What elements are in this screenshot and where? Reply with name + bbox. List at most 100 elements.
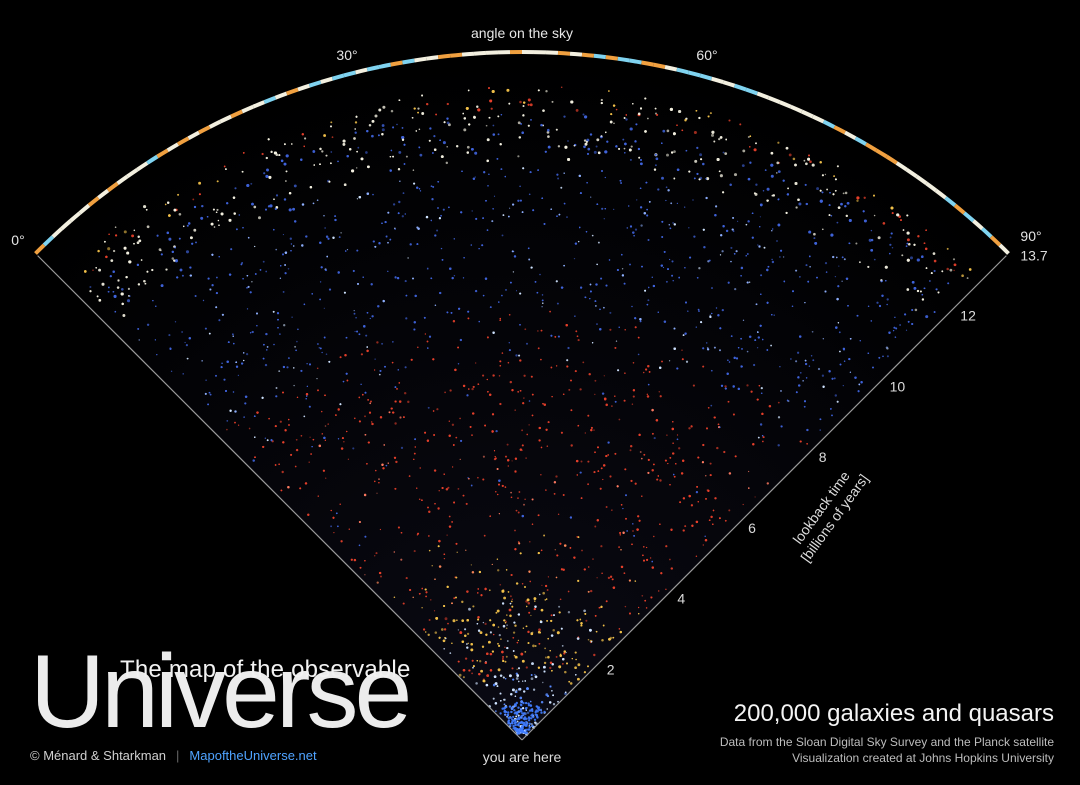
galaxy-point (602, 478, 604, 481)
galaxy-point (477, 615, 480, 619)
galaxy-point (676, 168, 680, 171)
galaxy-point (181, 274, 184, 277)
galaxy-point (112, 290, 115, 293)
galaxy-point (860, 381, 863, 384)
galaxy-point (605, 403, 608, 407)
galaxy-point (334, 215, 337, 218)
galaxy-point (711, 130, 715, 134)
galaxy-point (615, 340, 618, 342)
galaxy-point (952, 258, 956, 261)
galaxy-point (425, 215, 429, 219)
galaxy-point (587, 665, 589, 668)
galaxy-point (284, 272, 287, 275)
galaxy-point (204, 327, 207, 330)
galaxy-point (925, 229, 927, 231)
galaxy-point (542, 681, 544, 684)
galaxy-point (726, 372, 729, 375)
galaxy-point (472, 665, 475, 668)
galaxy-point (146, 323, 150, 326)
galaxy-point (847, 304, 849, 307)
galaxy-point (567, 158, 571, 161)
galaxy-point (541, 306, 543, 308)
galaxy-point (796, 351, 800, 354)
galaxy-point (610, 113, 613, 116)
galaxy-point (524, 498, 526, 500)
galaxy-points (83, 86, 972, 736)
galaxy-point (644, 368, 648, 371)
galaxy-point (563, 202, 566, 205)
galaxy-point (599, 328, 602, 331)
galaxy-point (321, 351, 323, 354)
galaxy-point (460, 439, 463, 442)
galaxy-point (89, 290, 92, 293)
galaxy-point (704, 535, 706, 538)
galaxy-point (484, 587, 487, 591)
galaxy-point (554, 549, 556, 551)
galaxy-point (596, 263, 598, 266)
galaxy-point (896, 213, 900, 217)
galaxy-point (611, 578, 614, 581)
galaxy-point (577, 536, 580, 539)
galaxy-point (259, 269, 262, 271)
galaxy-point (719, 174, 723, 178)
galaxy-point (517, 613, 521, 616)
galaxy-point (393, 596, 396, 598)
galaxy-point (288, 418, 290, 421)
galaxy-point (514, 695, 517, 697)
galaxy-point (340, 540, 343, 543)
galaxy-point (547, 655, 550, 659)
galaxy-point (684, 206, 686, 208)
galaxy-point (529, 540, 531, 543)
galaxy-point (432, 358, 435, 361)
galaxy-point (719, 136, 723, 139)
galaxy-point (519, 323, 521, 326)
galaxy-point (499, 584, 502, 586)
galaxy-point (740, 275, 742, 277)
galaxy-point (619, 534, 621, 536)
galaxy-point (832, 255, 835, 259)
galaxy-point (358, 333, 361, 336)
galaxy-point (450, 312, 453, 314)
galaxy-point (584, 115, 588, 119)
galaxy-point (621, 274, 625, 277)
galaxy-point (261, 396, 264, 399)
galaxy-point (693, 177, 696, 180)
galaxy-point (440, 214, 442, 217)
galaxy-point (817, 367, 821, 371)
galaxy-point (698, 310, 700, 312)
galaxy-point (294, 220, 297, 223)
galaxy-point (664, 459, 667, 462)
galaxy-point (192, 198, 195, 201)
galaxy-point (425, 595, 427, 598)
galaxy-point (246, 183, 250, 188)
galaxy-point (152, 299, 154, 302)
galaxy-point (355, 316, 357, 319)
galaxy-point (215, 276, 218, 279)
galaxy-point (375, 469, 377, 472)
galaxy-point (589, 290, 592, 293)
galaxy-point (659, 479, 662, 482)
galaxy-point (666, 153, 669, 157)
galaxy-point (290, 243, 293, 245)
galaxy-point (377, 305, 380, 308)
galaxy-point (837, 285, 840, 288)
galaxy-point (745, 223, 748, 226)
galaxy-point (504, 455, 508, 458)
galaxy-point (606, 140, 609, 143)
galaxy-point (442, 141, 446, 145)
galaxy-point (356, 198, 359, 200)
galaxy-point (427, 267, 429, 269)
galaxy-point (527, 247, 530, 250)
galaxy-point (146, 225, 150, 229)
galaxy-point (659, 395, 662, 398)
galaxy-point (366, 192, 370, 195)
galaxy-point (624, 605, 627, 608)
galaxy-point (217, 219, 220, 222)
galaxy-point (747, 470, 750, 473)
galaxy-point (316, 377, 318, 380)
galaxy-point (342, 139, 346, 143)
galaxy-point (518, 680, 520, 683)
galaxy-point (462, 112, 464, 115)
galaxy-point (498, 301, 500, 303)
galaxy-point (475, 217, 478, 220)
